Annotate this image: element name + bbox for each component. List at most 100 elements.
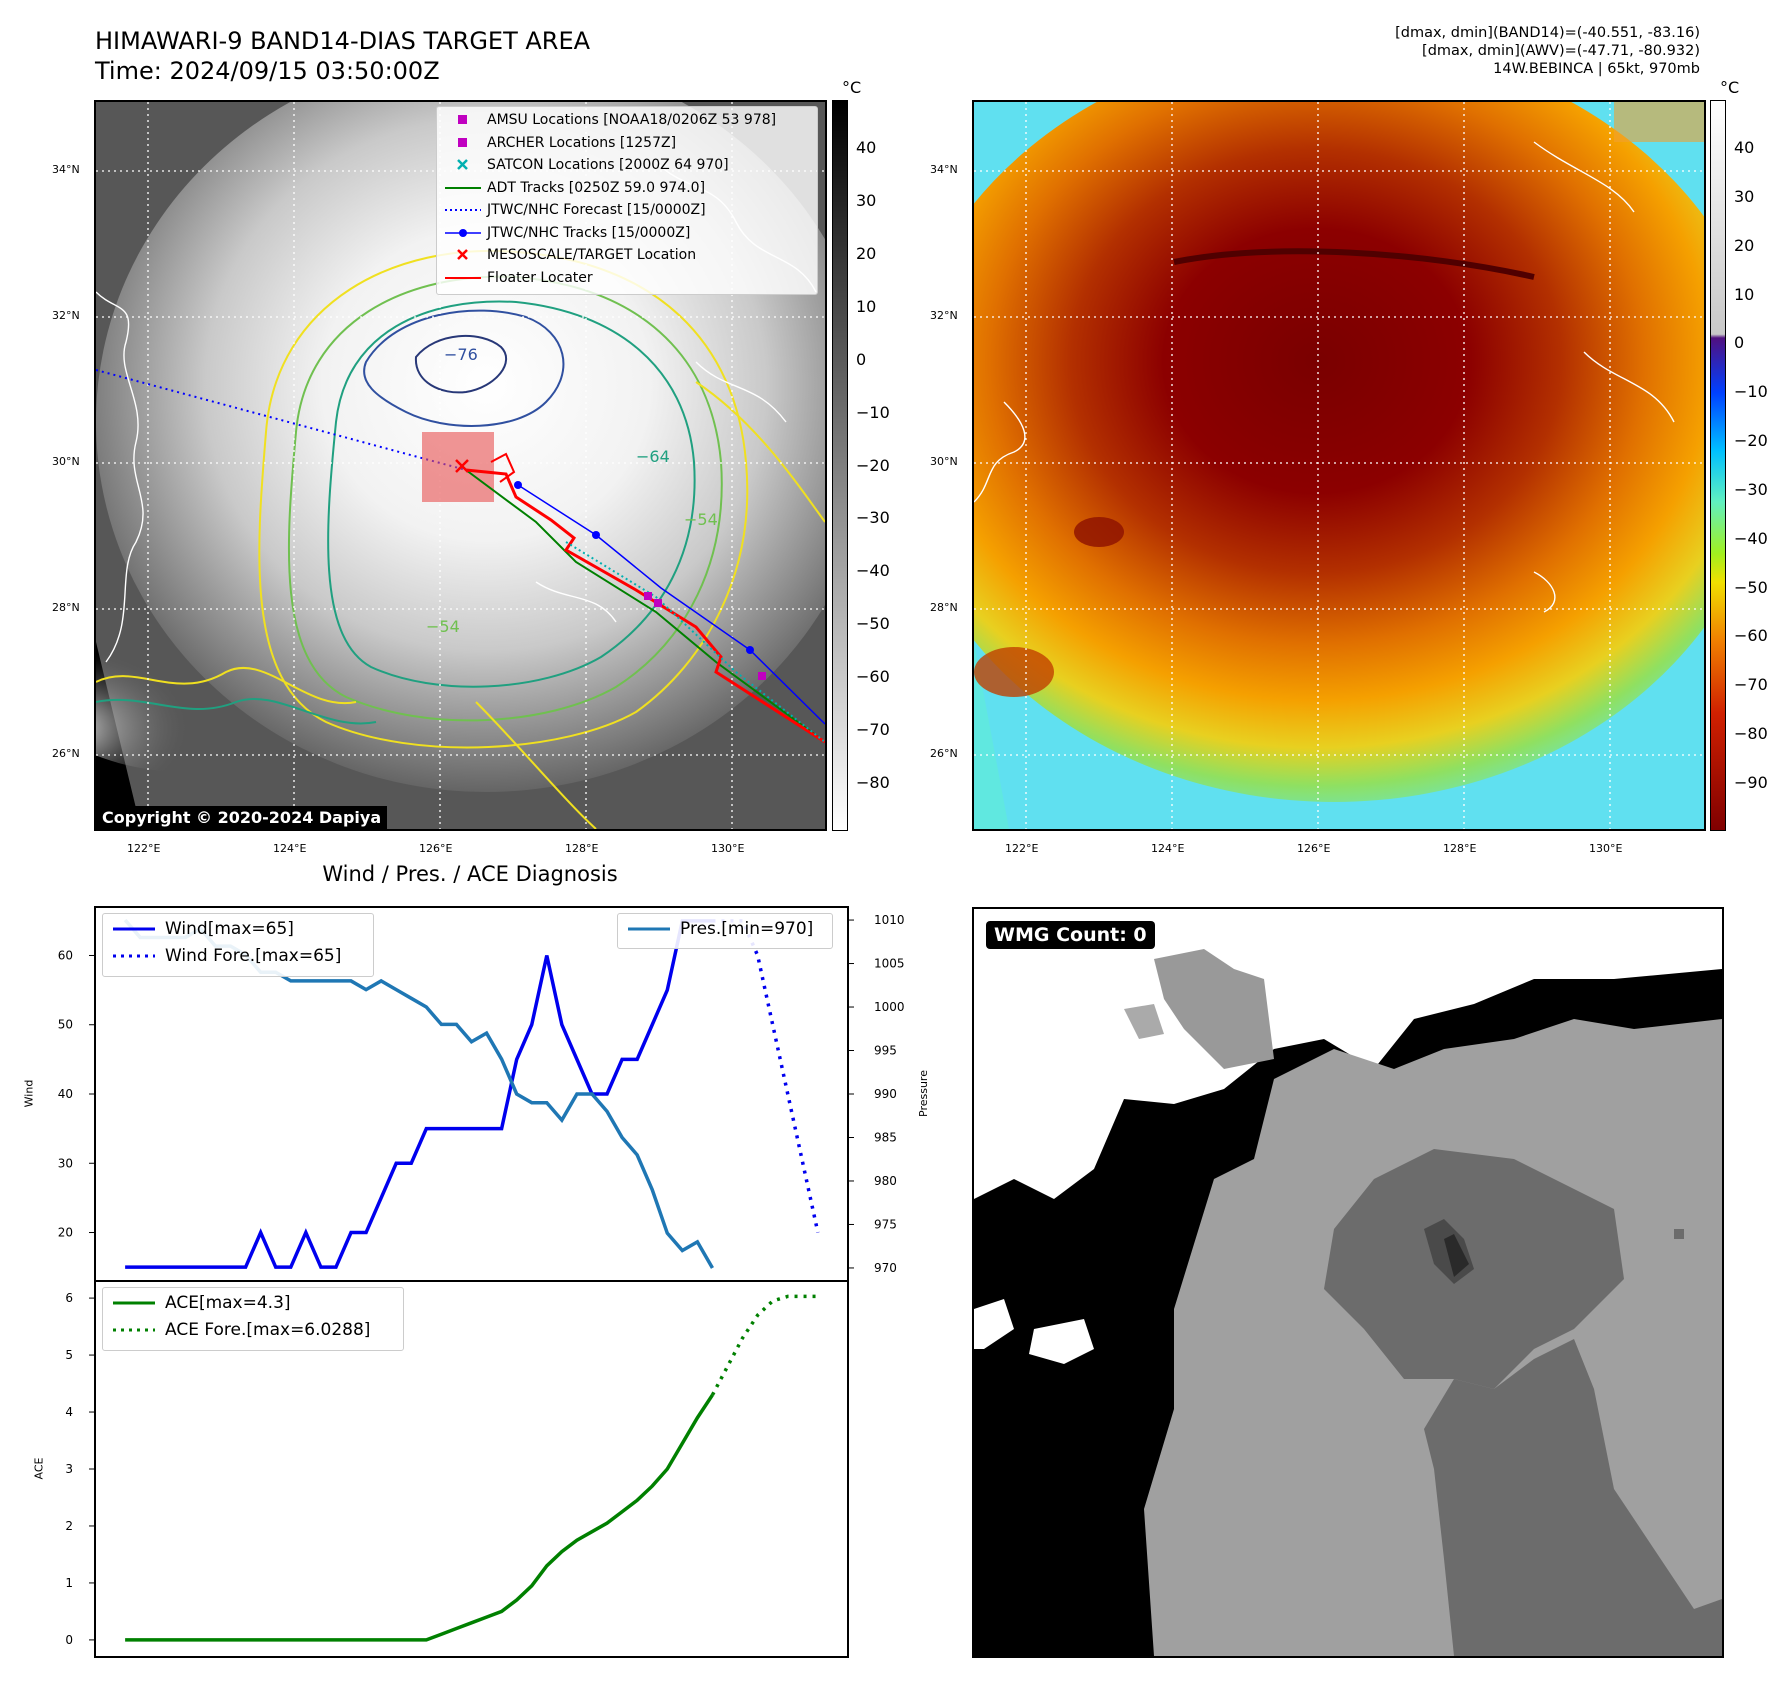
ir-lon-tick-130: 130°E — [711, 842, 745, 855]
legend-floater: Floater Locater — [437, 267, 817, 290]
x-icon — [443, 154, 483, 177]
awv-colorbar-tick: −80 — [1734, 724, 1768, 744]
legend-satcon: SATCON Locations [2000Z 64 970] — [437, 154, 817, 177]
ir-map-legend: AMSU Locations [NOAA18/0206Z 53 978] ARC… — [436, 106, 818, 295]
ytick2-label: 985 — [874, 1130, 897, 1144]
ir-lon-tick-126: 126°E — [419, 842, 453, 855]
ir-colorbar — [832, 100, 848, 831]
awv-colorbar-tick: 0 — [1734, 333, 1745, 353]
series-line — [712, 919, 820, 1233]
ytick2-label: 990 — [874, 1087, 897, 1101]
pressure-ylabel: Pressure — [916, 1070, 930, 1117]
legend-amsu: AMSU Locations [NOAA18/0206Z 53 978] — [437, 109, 817, 132]
line-icon — [624, 916, 674, 943]
legend-wind: Wind[max=65] — [103, 916, 373, 943]
ir-colorbar-tick: −70 — [856, 720, 890, 740]
ytick2-label: 975 — [874, 1217, 897, 1231]
x-icon — [443, 244, 483, 267]
ir-colorbar-tick: −80 — [856, 773, 890, 792]
awv-lat-tick-30: 30°N — [930, 455, 958, 468]
legend-jtwc-forecast: JTWC/NHC Forecast [15/0000Z] — [437, 199, 817, 222]
figure-title: HIMAWARI-9 BAND14-DIAS TARGET AREA — [95, 27, 591, 55]
awv-lon-tick-128: 128°E — [1443, 842, 1477, 855]
wmg-panel: WMG Count: 0 — [972, 907, 1724, 1658]
ir-map-panel: −76 −64 −54 −54 AMSU Locations [NOAA18/0… — [94, 100, 827, 831]
awv-map-image — [974, 102, 1704, 829]
ir-lon-tick-124: 124°E — [273, 842, 307, 855]
ytick-label: 40 — [58, 1087, 73, 1101]
ir-colorbar-unit: °C — [842, 78, 862, 97]
line-icon — [109, 1290, 159, 1317]
ir-colorbar-tick: −40 — [856, 561, 890, 581]
ir-lat-tick-34: 34°N — [52, 163, 80, 176]
ytick-label: 4 — [65, 1405, 73, 1419]
ace-ylabel: ACE — [32, 1457, 46, 1480]
awv-colorbar — [1710, 100, 1726, 831]
ir-colorbar-tick: −10 — [856, 402, 890, 422]
ytick-label: 20 — [58, 1226, 73, 1240]
contour-label-54: −54 — [684, 510, 718, 529]
ytick-label: 5 — [65, 1348, 73, 1362]
square-icon — [443, 132, 483, 155]
legend-pressure: Pres.[min=970] — [618, 916, 832, 943]
ytick2-label: 1000 — [874, 1000, 905, 1014]
legend-ace-forecast: ACE Fore.[max=6.0288] — [103, 1317, 403, 1344]
awv-lon-tick-124: 124°E — [1151, 842, 1185, 855]
awv-colorbar-tick: 40 — [1734, 138, 1755, 157]
legend-target: MESOSCALE/TARGET Location — [437, 244, 817, 267]
wmg-image — [974, 909, 1722, 1656]
legend-archer: ARCHER Locations [1257Z] — [437, 132, 817, 155]
ytick-label: 3 — [65, 1462, 73, 1476]
ir-colorbar-tick: −20 — [856, 455, 890, 475]
ytick-label: 0 — [65, 1633, 73, 1647]
series-line — [125, 1393, 714, 1642]
line-icon — [443, 267, 483, 290]
ir-lat-tick-32: 32°N — [52, 309, 80, 322]
ace-legend: ACE[max=4.3] ACE Fore.[max=6.0288] — [102, 1287, 404, 1351]
ytick-label: 1 — [65, 1576, 73, 1590]
ir-colorbar-tick: 30 — [856, 190, 877, 210]
contour-label-64: −64 — [636, 447, 670, 466]
ir-lon-tick-122: 122°E — [127, 842, 161, 855]
awv-colorbar-tick: 10 — [1734, 284, 1755, 304]
line-icon — [109, 916, 159, 943]
dotted-line-icon — [109, 1317, 159, 1344]
awv-lat-tick-34: 34°N — [930, 163, 958, 176]
ytick2-label: 980 — [874, 1174, 897, 1188]
ir-lon-tick-128: 128°E — [565, 842, 599, 855]
stats-awv: [dmax, dmin](AWV)=(-47.71, -80.932) — [1422, 43, 1700, 59]
stats-info: [dmax, dmin](BAND14)=(-40.551, -83.16) [… — [1180, 24, 1700, 78]
stats-band14: [dmax, dmin](BAND14)=(-40.551, -83.16) — [1395, 25, 1700, 41]
ytick-label: 30 — [58, 1156, 73, 1170]
ytick-label: 60 — [58, 948, 73, 962]
awv-colorbar-tick: 20 — [1734, 235, 1755, 255]
storm-id: 14W.BEBINCA | 65kt, 970mb — [1493, 61, 1700, 77]
awv-lat-tick-28: 28°N — [930, 601, 958, 614]
square-icon — [443, 109, 483, 132]
awv-lon-tick-126: 126°E — [1297, 842, 1331, 855]
ir-colorbar-tick: 40 — [856, 138, 877, 157]
diagnosis-title: Wind / Pres. / ACE Diagnosis — [322, 862, 618, 886]
awv-lon-tick-122: 122°E — [1005, 842, 1039, 855]
awv-map-panel — [972, 100, 1706, 831]
awv-colorbar-tick: −70 — [1734, 675, 1768, 695]
ytick-label: 2 — [65, 1519, 73, 1533]
legend-adt: ADT Tracks [0250Z 59.0 974.0] — [437, 177, 817, 200]
awv-colorbar-tick: −50 — [1734, 577, 1768, 597]
awv-colorbar-tick: 30 — [1734, 186, 1755, 206]
wind-legend: Wind[max=65] Wind Fore.[max=65] — [102, 913, 374, 977]
ir-colorbar-tick: 10 — [856, 296, 877, 316]
ir-colorbar-tick: −60 — [856, 667, 890, 687]
legend-jtwc-tracks: JTWC/NHC Tracks [15/0000Z] — [437, 222, 817, 245]
contour-label-54b: −54 — [426, 617, 460, 636]
awv-colorbar-tick: −20 — [1734, 431, 1768, 451]
ir-lat-tick-26: 26°N — [52, 747, 80, 760]
awv-colorbar-tick: −60 — [1734, 626, 1768, 646]
awv-colorbar-tick: −90 — [1734, 773, 1768, 792]
ir-colorbar-tick: −50 — [856, 614, 890, 634]
ir-colorbar-tick: 20 — [856, 243, 877, 263]
awv-lat-tick-32: 32°N — [930, 309, 958, 322]
ir-lat-tick-30: 30°N — [52, 455, 80, 468]
awv-lon-tick-130: 130°E — [1589, 842, 1623, 855]
ir-colorbar-tick: 0 — [856, 349, 867, 369]
